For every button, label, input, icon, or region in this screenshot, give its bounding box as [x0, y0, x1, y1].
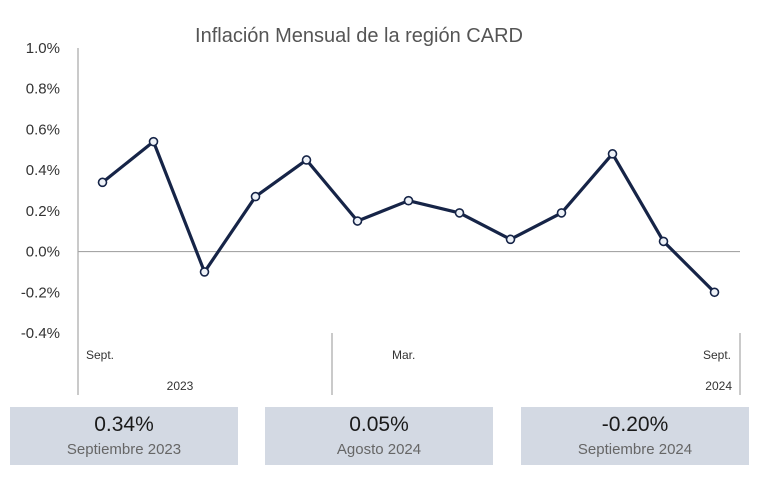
- x-year-label: 2024: [705, 379, 732, 393]
- stat-card-august-2024: 0.05% Agosto 2024: [265, 407, 493, 465]
- data-point: [199, 267, 210, 277]
- stat-label: Septiembre 2024: [577, 441, 693, 458]
- data-point: [301, 155, 312, 165]
- x-axis-labels: Sept. Mar. Sept. 2023 2024: [86, 348, 732, 393]
- y-tick-label: 1.0%: [26, 40, 60, 57]
- data-point: [709, 287, 720, 298]
- data-point: [454, 208, 465, 218]
- stat-value: 0.05%: [349, 413, 409, 436]
- y-tick-label: 0.4%: [26, 162, 60, 179]
- chart-title: Inflación Mensual de la región CARD: [195, 25, 523, 47]
- y-axis-tick-labels: 1.0% 0.8% 0.6% 0.4% 0.2% 0.0% -0.2% -0.4%: [21, 40, 60, 342]
- chart: Inflación Mensual de la región CARD 1.0%…: [21, 25, 741, 395]
- stat-value: 0.34%: [94, 413, 154, 436]
- data-point: [403, 195, 414, 206]
- data-point: [250, 191, 261, 202]
- stat-label: Agosto 2024: [336, 441, 422, 458]
- data-point: [505, 234, 516, 245]
- y-tick-label: 0.6%: [26, 121, 60, 138]
- axes: [77, 48, 741, 395]
- data-point: [556, 208, 567, 218]
- series-line: [97, 136, 720, 298]
- data-point: [352, 216, 363, 226]
- data-point: [607, 149, 618, 159]
- series-path: [101, 140, 716, 294]
- x-category-label: Mar.: [392, 348, 415, 362]
- data-point: [658, 236, 669, 247]
- y-tick-label: -0.2%: [21, 284, 60, 301]
- stat-value: -0.20%: [601, 413, 669, 436]
- x-year-label: 2023: [167, 379, 194, 393]
- stat-card-september-2023: 0.34% Septiembre 2023: [10, 407, 238, 465]
- x-category-label: Sept.: [703, 348, 731, 362]
- y-tick-label: -0.4%: [21, 325, 60, 342]
- y-tick-label: 0.8%: [26, 81, 60, 98]
- y-tick-label: 0.2%: [26, 203, 60, 220]
- stat-label: Septiembre 2023: [66, 441, 182, 458]
- data-point: [148, 136, 159, 147]
- stat-card-september-2024: -0.20% Septiembre 2024: [521, 407, 749, 465]
- data-point: [97, 177, 108, 188]
- x-category-label: Sept.: [86, 348, 114, 362]
- y-tick-label: 0.0%: [26, 244, 60, 261]
